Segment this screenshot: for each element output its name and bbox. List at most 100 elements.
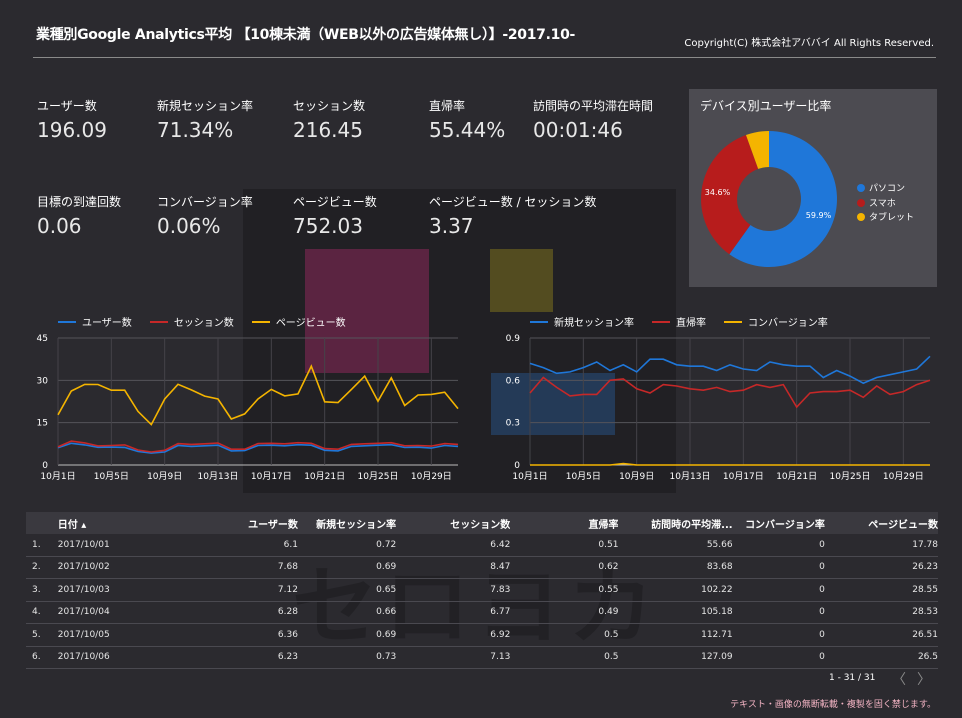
cell-pageviews: 26.5 [917,652,938,663]
table-row[interactable]: 6. 2017/10/06 6.23 0.73 7.13 0.5 127.09 0 26.5 [26,647,938,669]
legend-item-conversion-rate[interactable]: コンバージョン率 [724,314,828,329]
cell-users: 6.36 [277,629,298,640]
cell-date: 2017/10/06 [57,652,110,663]
x-tick-label: 10月21日 [304,471,345,482]
table-header: 日付 ▴ ユーザー数 新規セッション率 セッション数 直帰率 訪問時の平均滞..… [26,512,938,534]
cell-bounce-rate: 0.5 [604,652,619,663]
cell-sessions: 6.77 [490,607,511,618]
chart2-legend: 新規セッション率 直帰率 コンバージョン率 [530,314,846,329]
header-date[interactable]: 日付 ▴ [57,519,87,531]
legend-item-new-session-rate[interactable]: 新規セッション率 [530,314,634,329]
header-avg-duration[interactable]: 訪問時の平均滞... [651,519,733,531]
cell-new-session-rate: 0.69 [376,629,397,640]
cell-sessions: 6.92 [490,629,511,640]
x-tick-label: 10月1日 [512,471,547,482]
cell-conversion-rate: 0 [819,562,825,573]
kpi-label: ページビュー数 [293,195,377,209]
cell-sessions: 6.42 [490,539,511,550]
table-row[interactable]: 5. 2017/10/05 6.36 0.69 6.92 0.5 112.71 0 26.51 [26,624,938,647]
legend-dot-icon [857,212,865,221]
kpi-value: 216.45 [293,118,363,142]
header-title: 業種別Google Analytics平均 【10棟未満（WEB以外の広告媒体無… [36,27,576,43]
cell-avg-duration: 112.71 [701,629,733,640]
legend-item-smartphone[interactable]: スマホ [857,196,896,209]
header-conversion-rate[interactable]: コンバージョン率 [745,519,825,531]
cell-bounce-rate: 0.49 [598,607,619,618]
x-tick-label: 10月17日 [723,471,764,482]
legend-item-users[interactable]: ユーザー数 [58,314,132,329]
legend-item-pageviews[interactable]: ページビュー数 [251,314,346,329]
series-line-1 [529,355,931,385]
table-row[interactable]: 2. 2017/10/02 7.68 0.69 8.47 0.62 83.68 0 26.23 [26,557,938,579]
x-tick-label: 10月1日 [40,471,75,482]
row-index: 4. [32,607,41,618]
kpi-label: 新規セッション率 [157,99,254,113]
legend-item-pc[interactable]: パソコン [857,181,905,194]
header-new-session-rate[interactable]: 新規セッション率 [316,519,397,531]
donut-slice-smartphone [701,135,759,255]
series-line-1 [57,442,459,454]
prev-page-icon[interactable]: 〈 [892,672,906,688]
watermark-blue-block [491,373,615,435]
cell-bounce-rate: 0.51 [598,539,619,550]
cell-bounce-rate: 0.55 [598,584,619,595]
kpi-bounce-rate: 直帰率 55.44% [429,97,505,142]
row-index: 2. [32,562,41,573]
table-row[interactable]: 3. 2017/10/03 7.12 0.65 7.83 0.55 102.22 0 28.55 [26,579,938,602]
header-pageviews[interactable]: ページビュー数 [868,519,938,531]
kpi-label: セッション数 [293,99,366,113]
legend-item-tablet[interactable]: タブレット [857,210,914,223]
table-body: 1. 2017/10/01 6.1 0.72 6.42 0.51 55.66 0 17.78 2.… [26,534,938,669]
y-tick-label: 0 [514,461,520,471]
legend-item-sessions[interactable]: セッション数 [149,314,234,329]
cell-date: 2017/10/01 [57,539,110,550]
cell-users: 6.23 [277,652,298,663]
kpi-pageviews: ページビュー数 752.03 [293,193,377,238]
cell-avg-duration: 83.68 [706,562,733,573]
legend-item-bounce-rate[interactable]: 直帰率 [652,314,706,329]
device-donut-chart: 59.9% 34.6% [701,131,837,267]
y-tick-label: 0.3 [506,419,520,429]
cell-users: 6.1 [283,539,298,550]
header-users[interactable]: ユーザー数 [248,519,298,531]
y-tick-label: 0.6 [506,376,521,386]
legend-dot-icon [857,198,865,207]
table-row[interactable]: 1. 2017/10/01 6.1 0.72 6.42 0.51 55.66 0 17.78 [26,534,938,557]
table-row[interactable]: 4. 2017/10/04 6.28 0.66 6.77 0.49 105.18 0 28.53 [26,602,938,624]
cell-sessions: 8.47 [490,562,511,573]
header-divider [33,57,936,58]
next-page-icon[interactable]: 〉 [917,672,931,688]
legend-label: 新規セッション率 [554,318,634,329]
legend-swatch-icon [724,320,742,323]
kpi-label: コンバージョン率 [157,195,253,209]
cell-conversion-rate: 0 [819,607,825,618]
legend-label: コンバージョン率 [748,318,828,329]
cell-users: 6.28 [277,607,298,618]
kpi-goal-completions: 目標の到達回数 0.06 [37,193,121,238]
x-tick-label: 10月17日 [251,471,292,482]
cell-new-session-rate: 0.69 [376,562,397,573]
legend-label: ユーザー数 [82,318,132,329]
header-sessions[interactable]: セッション数 [450,519,511,531]
kpi-users: ユーザー数 196.09 [37,97,107,142]
header-bounce-rate[interactable]: 直帰率 [588,519,619,531]
cell-sessions: 7.13 [490,652,511,663]
legend-dot-icon [857,183,865,192]
row-index: 1. [32,539,41,550]
x-tick-label: 10月9日 [619,471,654,482]
kpi-label: 直帰率 [429,99,466,113]
cell-pageviews: 26.51 [912,629,938,640]
cell-date: 2017/10/05 [57,629,110,640]
kpi-value: 00:01:46 [533,118,623,142]
chart-users-sessions-pageviews: 0 15 30 45 10月1日 10月5日 10月9日 10月13日 10月17日 10月21日… [37,334,459,482]
kpi-label: ページビュー数 / セッション数 [429,195,597,209]
chart-rates: 0 0.3 0.6 0.9 10月1日 10月5日 10月9日 10月13日 10月17日 10月… [506,334,931,482]
cell-bounce-rate: 0.62 [598,562,619,573]
cell-avg-duration: 55.66 [706,539,733,550]
row-index: 6. [32,652,41,663]
cell-new-session-rate: 0.72 [376,539,397,550]
kpi-value: 3.37 [429,214,474,238]
x-tick-label: 10月29日 [411,471,452,482]
copy-prohibited-note: テキスト・画像の無断転載・複製を固く禁じます。 [730,700,936,710]
x-tick-label: 10月25日 [358,471,399,482]
